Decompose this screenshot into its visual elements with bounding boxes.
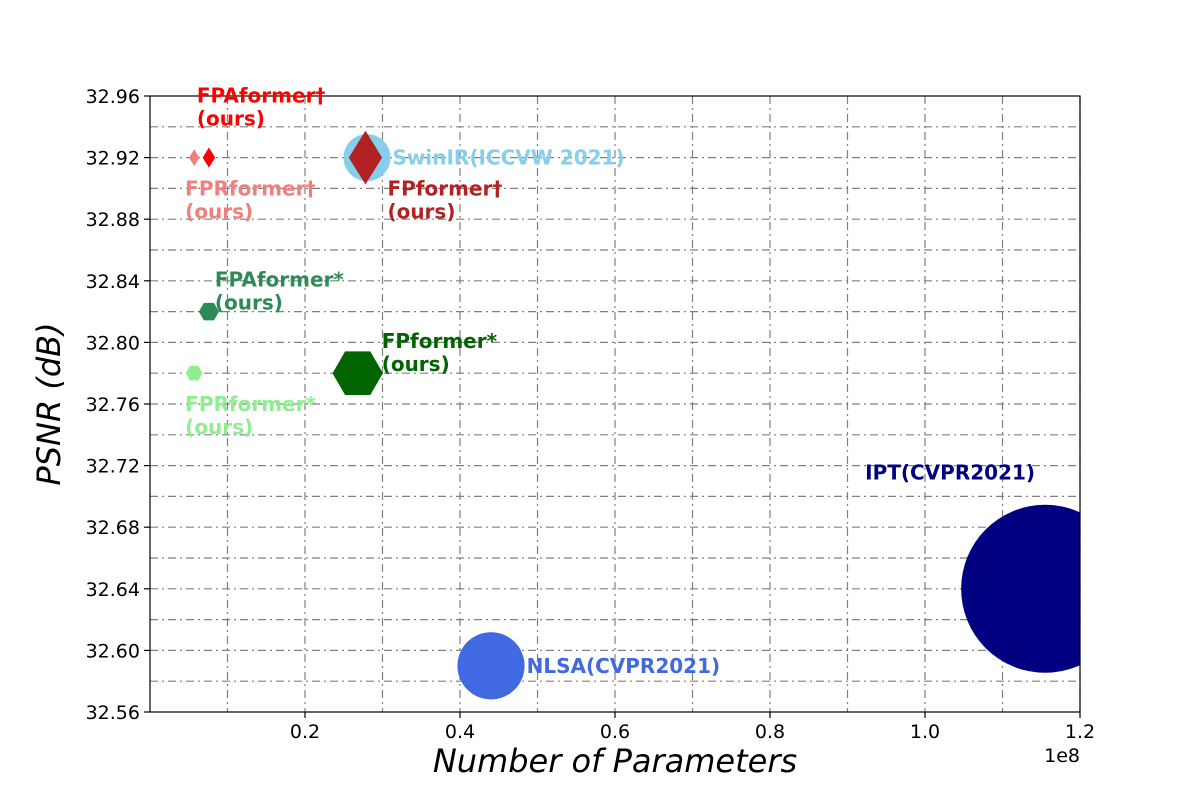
y-axis-title: PSNR (dB): [30, 322, 68, 485]
y-tick-label: 32.64: [86, 579, 140, 601]
point-fprformer-star: [185, 365, 203, 381]
point-fpformer-dagger: [348, 130, 383, 185]
point-label-nlsa: NLSA(CVPR2021): [527, 654, 721, 678]
point-fpaformer-dagger: [202, 147, 216, 168]
y-tick-label: 32.92: [86, 148, 140, 170]
x-tick-label: 1.0: [910, 721, 940, 743]
ticks-layer: 0.2 0.4 0.6 0.8 1.0 1.2 32.56 32.60 32.64 32.68 32…: [86, 86, 1096, 743]
y-tick-label: 32.80: [86, 332, 140, 354]
point-label-ipt: IPT(CVPR2021): [865, 461, 1035, 485]
y-tick-label: 32.96: [86, 86, 140, 108]
x-axis-title: Number of Parameters: [433, 742, 797, 780]
y-tick-label: 32.88: [86, 209, 140, 231]
marks-layer: [185, 130, 1080, 700]
point-label-fpformer-star: FPformer* (ours): [382, 329, 498, 376]
point-ipt: [961, 504, 1080, 673]
y-tick-label: 32.84: [86, 271, 140, 293]
point-fpformer-star: [332, 351, 383, 396]
point-fpaformer-star: [198, 302, 219, 321]
point-label-fpaformer-star: FPAformer* (ours): [215, 268, 345, 315]
grid-layer: [150, 96, 1081, 712]
y-tick-label: 32.72: [86, 456, 140, 478]
labels-layer: IPT(CVPR2021) NLSA(CVPR2021) SwinIR(ICCVW …: [185, 84, 1035, 678]
point-nlsa: [457, 632, 525, 700]
point-fprformer-dagger: [188, 149, 200, 166]
x-tick-label: 0.2: [290, 721, 320, 743]
y-tick-label: 32.76: [86, 394, 140, 416]
x-tick-label: 1.2: [1065, 721, 1095, 743]
y-tick-label: 32.68: [86, 517, 140, 539]
x-tick-label: 0.8: [755, 721, 785, 743]
point-label-fprformer-star: FPRformer* (ours): [185, 392, 316, 439]
x-axis-offset-label: 1e8: [1044, 745, 1080, 767]
x-tick-label: 0.4: [445, 721, 475, 743]
point-label-swinir: SwinIR(ICCVW 2021): [393, 146, 625, 170]
point-label-fprformer-dagger: FPRformer† (ours): [185, 177, 315, 224]
point-label-fpformer-dagger: FPformer† (ours): [387, 177, 502, 224]
point-label-fpaformer-dagger: FPAformer† (ours): [197, 84, 326, 131]
x-tick-label: 0.6: [600, 721, 630, 743]
y-tick-label: 32.60: [86, 640, 140, 662]
y-tick-label: 32.56: [86, 702, 140, 724]
